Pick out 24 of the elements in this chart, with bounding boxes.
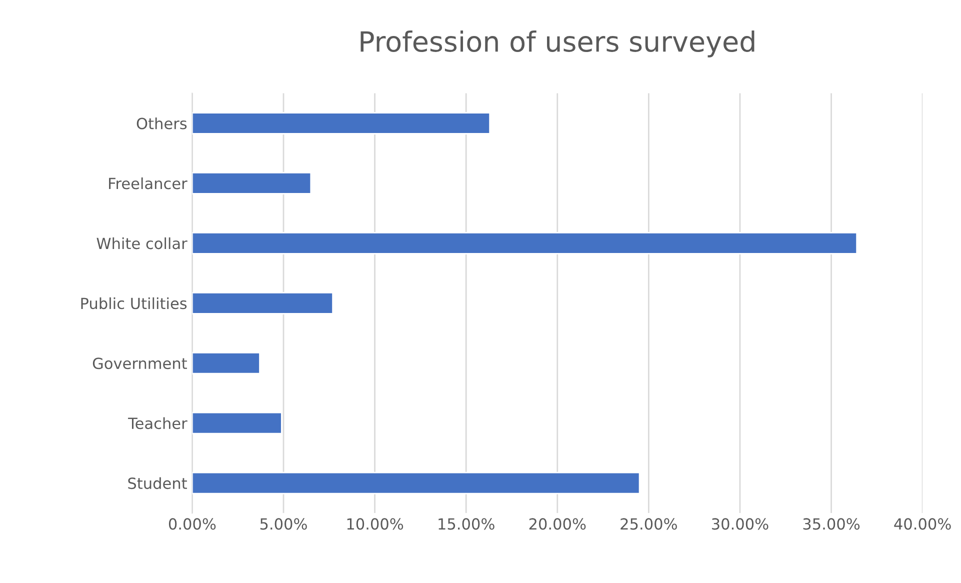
y-tick-label: Government: [92, 358, 187, 370]
y-tick-label: White collar: [96, 237, 188, 250]
bar: [192, 232, 858, 254]
x-tick-label: 5.00%: [260, 518, 307, 530]
bar: [192, 112, 491, 134]
y-tick-label: Freelancer: [109, 177, 188, 190]
y-tick-label: Public Utilities: [81, 297, 187, 310]
x-tick-label: 25.00%: [620, 518, 677, 530]
x-tick-label: 0.00%: [168, 518, 216, 530]
bar: [192, 412, 282, 434]
bar: [192, 352, 260, 374]
x-tick-label: 20.00%: [529, 518, 586, 530]
x-tick-label: 40.00%: [894, 518, 951, 530]
x-tick-label: 15.00%: [438, 518, 494, 530]
y-tick-label: Others: [136, 117, 187, 130]
y-tick-label: Student: [128, 477, 187, 490]
y-tick-label: Teacher: [128, 417, 188, 430]
chart-title: Profession of users surveyed: [360, 30, 754, 58]
x-tick-label: 35.00%: [803, 518, 860, 530]
bar: [192, 172, 312, 194]
x-tick-label: 30.00%: [712, 518, 768, 530]
bar: [192, 292, 334, 314]
x-tick-label: 10.00%: [347, 518, 404, 530]
bar: [192, 472, 640, 494]
